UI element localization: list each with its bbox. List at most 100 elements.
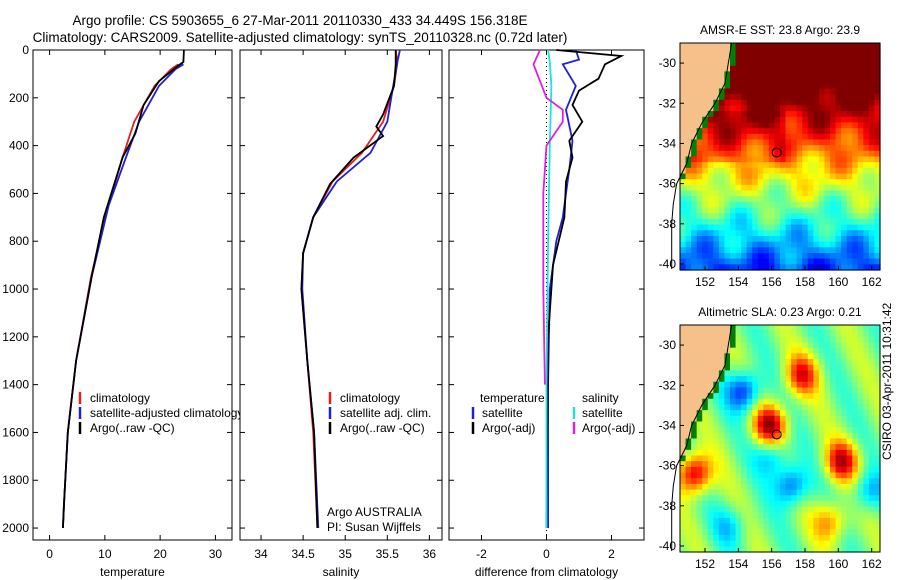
sst-map-cell [691,235,698,243]
sst-map-cell [835,48,842,55]
sla-map-cell [718,449,726,457]
sla-map-cell [846,398,853,406]
sla-map-cell [785,370,792,377]
sst-map-cell [780,122,787,129]
sla-map-cell [874,410,881,417]
sst-map-cell [724,213,731,220]
sst-map-cell [874,94,881,101]
sla-map-cell [791,517,798,525]
sla-map-cell [735,376,742,383]
sla-map-cell [846,325,853,332]
page-title: Argo profile: CS 5903655_6 27-Mar-2011 2… [0,12,600,46]
sla-map-cell [702,483,709,491]
sst-map-cell [835,167,842,175]
sla-map-cell [713,483,720,491]
sst-map-cell [852,156,859,163]
sla-map-cell [707,325,714,332]
sst-map-cell [768,241,776,248]
sst-map-cell [830,150,837,158]
sla-map-cell [830,347,837,354]
sst-map-cell [824,230,831,237]
sst-map-cell [841,201,848,209]
sla-map-cell [791,483,798,491]
sst-map-cell [802,218,809,226]
sst-map-cell [780,190,787,197]
sst-map-cell [807,133,814,141]
sla-map-cell [802,415,809,423]
sla-map-cell [741,512,748,519]
sla-map-cell [685,376,692,383]
sla-map-cell [724,466,731,474]
sst-map-cell [774,54,781,61]
sst-map-cell [735,258,742,265]
sla-map-cell [874,376,881,383]
sst-map-cell [752,82,759,89]
sla-map-cell [752,529,759,536]
sst-map-cell [830,82,837,89]
sst-map-cell [830,190,837,197]
sla-map-cell [774,398,781,406]
sst-map-cell [680,190,687,197]
sla-map-cell [707,359,714,366]
sla-map-ytick-label: -40 [659,539,677,553]
sla-map-cell [696,427,703,434]
sla-map-cell [730,359,737,366]
sla-map-cell [713,466,720,474]
sla-map-cell [696,517,703,525]
sla-map-cell [835,370,842,377]
sst-map-cell [807,77,814,84]
sla-map-cell [841,500,848,508]
sst-map-cell [685,247,692,254]
sst-map-cell [813,111,820,118]
sst-map-cell [768,94,776,101]
sla-map-cell [846,336,853,343]
sst-map-cell [796,94,803,101]
sst-map-cell [713,111,720,118]
sst-map-cell [818,167,826,175]
sst-map-cell [713,258,720,265]
sla-map-cell [846,483,853,491]
sla-map-cell [735,364,742,371]
sst-map-cell [724,207,731,214]
sst-map-cell [807,88,814,95]
sst-map-cell [718,145,726,152]
sst-map-cell [841,71,848,78]
sst-map-cell [802,111,809,118]
sst-map-cell [680,48,687,55]
sst-map-cell [874,43,881,50]
sst-map-cell [830,241,837,248]
sla-map-cell [685,421,692,428]
sla-map-cell [757,455,764,462]
sst-map-cell [874,156,881,163]
sla-map-cell [724,500,731,508]
sla-map-cell [813,461,820,468]
sla-map-cell [702,466,709,474]
sla-map-cell [835,432,842,440]
sst-map-cell [785,139,792,146]
sst-map-cell [874,252,881,260]
sst-map-cell [685,111,692,118]
sst-map-cell [713,150,720,158]
sla-map-cell [868,438,876,445]
sst-map-cell [780,128,787,135]
sst-map-cell [824,65,831,72]
sst-map-cell [846,156,853,163]
sst-map-cell [835,43,842,50]
sla-map-cell [718,432,726,440]
sla-map-cell [818,495,826,502]
sst-map-cell [735,122,742,129]
sla-map-cell [830,444,837,451]
difference-series-line-2 [545,49,553,528]
sst-map-cell [874,196,881,203]
sst-map-cell [685,82,692,89]
sst-map-cell [846,218,853,226]
sst-map-cell [802,128,809,135]
sla-map-cell [841,347,848,354]
sla-map-cell [857,330,864,337]
sla-map-cell [835,347,842,354]
sst-map-cell [780,88,787,95]
sst-map-cell [713,65,720,72]
sla-map-cell [713,540,720,547]
sla-map-cell [707,438,714,445]
sla-map-cell [680,432,687,440]
